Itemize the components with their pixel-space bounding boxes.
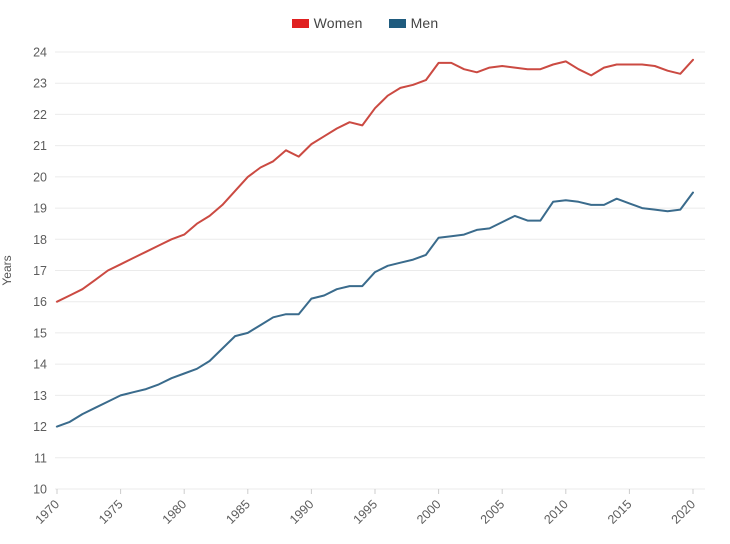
y-tick-label: 18 xyxy=(33,233,47,247)
y-axis-title: Years xyxy=(0,255,14,285)
y-tick-label: 23 xyxy=(33,77,47,91)
series-line-women[interactable] xyxy=(56,58,694,303)
x-tick-label: 1995 xyxy=(351,497,381,527)
x-tick-label: 2000 xyxy=(414,497,444,527)
x-tick-label: 1990 xyxy=(287,497,317,527)
y-tick-label: 11 xyxy=(34,451,47,465)
y-tick-label: 24 xyxy=(33,46,47,60)
x-tick-label: 2015 xyxy=(605,497,635,527)
chart-legend: Women Men xyxy=(0,15,730,31)
y-tick-label: 14 xyxy=(33,358,47,372)
y-tick-label: 22 xyxy=(33,108,47,122)
x-tick-label: 2020 xyxy=(669,497,699,527)
plot-area[interactable] xyxy=(57,52,693,489)
x-tick-label: 1980 xyxy=(160,497,190,527)
legend-swatch-men-icon xyxy=(388,18,406,28)
x-tick-label: 1975 xyxy=(96,497,126,527)
legend-item-men[interactable]: Men xyxy=(388,15,439,31)
x-tick-label: 2005 xyxy=(478,497,508,527)
legend-swatch-women-icon xyxy=(291,18,309,28)
legend-label-women: Women xyxy=(313,15,363,31)
y-tick-label: 12 xyxy=(33,420,47,434)
y-tick-label: 15 xyxy=(33,326,47,340)
y-tick-label: 21 xyxy=(33,139,47,153)
legend-label-men: Men xyxy=(410,15,439,31)
y-tick-label: 16 xyxy=(33,295,47,309)
legend-item-women[interactable]: Women xyxy=(291,15,363,31)
x-tick-label: 1970 xyxy=(33,497,63,527)
y-tick-label: 10 xyxy=(33,483,47,497)
y-tick-label: 13 xyxy=(33,389,47,403)
y-tick-label: 20 xyxy=(33,170,47,184)
x-tick-label: 2010 xyxy=(541,497,571,527)
series-line-men[interactable] xyxy=(56,191,694,428)
x-tick-label: 1985 xyxy=(223,497,253,527)
y-tick-label: 17 xyxy=(33,264,47,278)
y-tick-label: 19 xyxy=(33,202,47,216)
